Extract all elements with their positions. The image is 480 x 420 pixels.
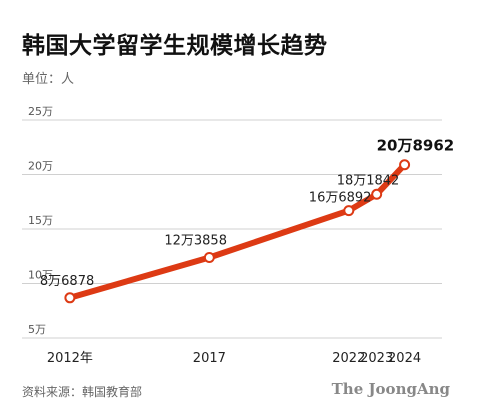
data-label: 12万3858 [164,233,227,248]
data-labels: 8万6878 12万3858 16万6892 18万1842 20万8962 [40,137,454,289]
y-tick-label: 15万 [28,214,53,227]
source-note: 资料来源：韩国教育部 [22,385,143,399]
x-tick-label: 2017 [193,351,226,366]
data-label: 20万8962 [377,137,455,155]
y-axis-ticks: 5万 10万 15万 20万 25万 [28,105,53,336]
data-label: 16万6892 [309,191,372,206]
x-tick-label: 2023 [360,351,393,366]
data-point-marker [399,159,411,171]
data-label: 8万6878 [40,274,94,289]
y-tick-label: 5万 [28,323,46,336]
data-markers [64,159,411,304]
data-point-marker [343,205,355,217]
y-tick-label: 20万 [28,160,53,173]
y-tick-label: 10万 [28,269,53,282]
grid-lines [22,119,442,339]
data-label: 18万1842 [337,173,400,188]
x-tick-label: 2024 [388,351,421,366]
data-point-marker [64,292,76,304]
x-tick-label: 2022 [332,351,365,366]
chart-title: 韩国大学留学生规模增长趋势 [22,33,328,59]
brand-logo: The JoongAng [331,380,450,398]
data-point-marker [203,251,215,263]
data-point-marker [371,188,383,200]
unit-label: 单位：人 [22,72,75,87]
x-tick-label: 2012年 [47,351,93,366]
y-tick-label: 25万 [28,105,53,118]
